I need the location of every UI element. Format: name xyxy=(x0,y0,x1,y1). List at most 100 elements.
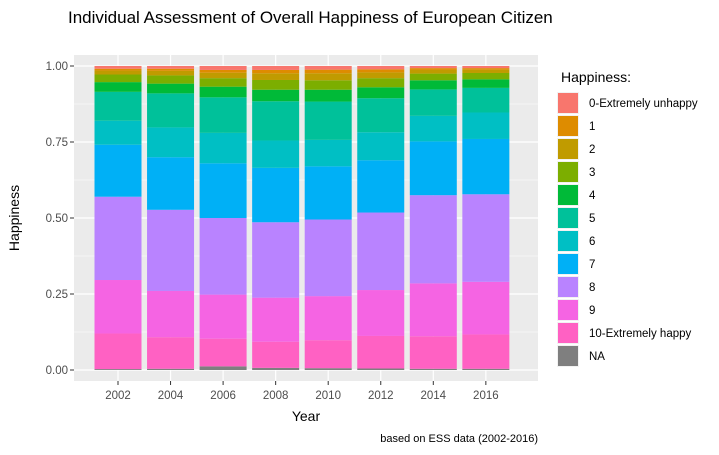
legend-label: 1 xyxy=(589,121,595,133)
y-tick-label: 0.75 xyxy=(46,137,68,149)
bar-segment xyxy=(147,83,195,94)
legend-swatch xyxy=(558,93,578,113)
bar-segment xyxy=(252,79,300,90)
bar-segment xyxy=(462,68,510,70)
bar-segment xyxy=(304,73,352,81)
bar-segment xyxy=(409,89,457,116)
bar-segment xyxy=(147,127,195,158)
bar-segment xyxy=(357,87,405,99)
legend-swatch xyxy=(558,231,578,251)
chart-title: Individual Assessment of Overall Happine… xyxy=(68,8,553,27)
bar-segment xyxy=(304,296,352,341)
bar-segment xyxy=(409,66,457,69)
bar-segment xyxy=(409,73,457,81)
legend-label: 0-Extremely unhappy xyxy=(589,98,698,110)
bar-segment xyxy=(252,73,300,80)
legend-label: 7 xyxy=(589,259,595,271)
bar-segment xyxy=(199,163,247,218)
bar-segment xyxy=(409,336,457,369)
bar-segment xyxy=(304,101,352,140)
bar-segment xyxy=(94,66,142,69)
legend-swatch xyxy=(558,162,578,182)
legend-label: NA xyxy=(589,351,605,363)
bar-segment xyxy=(147,290,195,338)
bar-segment xyxy=(199,72,247,79)
x-tick-label: 2002 xyxy=(105,390,131,402)
bar-segment xyxy=(94,82,142,92)
bar-segment xyxy=(147,209,195,291)
bar-segment xyxy=(199,78,247,87)
bar-segment xyxy=(94,144,142,197)
bar-segment xyxy=(199,66,247,70)
y-tick-label: 0.00 xyxy=(46,365,68,377)
bar-segment xyxy=(94,68,142,71)
bar-segment xyxy=(462,69,510,73)
bar-segment xyxy=(462,368,510,370)
legend-swatch xyxy=(558,185,578,205)
legend-swatch xyxy=(558,116,578,136)
y-axis-title: Happiness xyxy=(6,185,22,251)
bar-segment xyxy=(94,74,142,83)
bar-segment xyxy=(94,196,142,281)
x-tick-label: 2012 xyxy=(368,390,394,402)
bar-segment xyxy=(357,98,405,133)
bar-segment xyxy=(462,79,510,88)
x-axis: 2002 2004 2006 2008 2010 2012 2014 2016 xyxy=(105,381,499,402)
bar-segment xyxy=(252,101,300,141)
bar-segment xyxy=(304,139,352,167)
x-axis-title: Year xyxy=(292,408,321,424)
bar-segment xyxy=(357,335,405,369)
bar-segment xyxy=(199,366,247,370)
y-axis: 0.00 0.25 0.50 0.75 1.00 xyxy=(46,61,74,377)
bar-segment xyxy=(252,341,300,368)
bar-segment xyxy=(409,368,457,370)
legend-swatch xyxy=(558,139,578,159)
bar-segment xyxy=(94,369,142,370)
bar-segment xyxy=(147,368,195,370)
bar-segment xyxy=(94,280,142,334)
bar-segment xyxy=(462,66,510,69)
bar-segment xyxy=(252,66,300,70)
x-tick-label: 2004 xyxy=(158,390,184,402)
x-tick-label: 2008 xyxy=(263,390,289,402)
bar-segment xyxy=(357,368,405,370)
bar-segment xyxy=(199,86,247,98)
bar-segment xyxy=(252,69,300,74)
legend: Happiness: 0-Extremely unhappy 1 2 3 4 5 6 7 8 9 1… xyxy=(557,69,698,367)
bar-segment xyxy=(462,194,510,282)
legend-swatch xyxy=(558,323,578,343)
bar-segment xyxy=(357,78,405,88)
bar-segment xyxy=(357,132,405,161)
legend-label: 8 xyxy=(589,282,595,294)
bar-segment xyxy=(409,141,457,196)
bar-segment xyxy=(304,66,352,70)
bar-segment xyxy=(304,368,352,370)
bar-segment xyxy=(409,115,457,142)
bar-segment xyxy=(409,69,457,74)
bar-segment xyxy=(462,138,510,195)
bar-segment xyxy=(252,140,300,168)
bar-segment xyxy=(94,91,142,121)
bar-segment xyxy=(462,281,510,335)
legend-title: Happiness: xyxy=(561,69,631,85)
legend-label: 4 xyxy=(589,190,596,202)
bar-segment xyxy=(199,218,247,295)
legend-label: 2 xyxy=(589,144,595,156)
legend-swatch xyxy=(558,208,578,228)
legend-label: 6 xyxy=(589,236,595,248)
caption: based on ESS data (2002-2016) xyxy=(380,433,538,445)
legend-swatch xyxy=(558,346,578,366)
bar-segment xyxy=(304,340,352,369)
legend-swatch xyxy=(558,254,578,274)
bar-segment xyxy=(94,70,142,75)
bar-segment xyxy=(199,97,247,133)
bar-segment xyxy=(409,195,457,284)
bar-segment xyxy=(147,157,195,210)
bar-segment xyxy=(147,70,195,76)
bar-segment xyxy=(199,294,247,339)
bars xyxy=(94,66,510,370)
bar-segment xyxy=(199,338,247,367)
bar-segment xyxy=(147,337,195,369)
